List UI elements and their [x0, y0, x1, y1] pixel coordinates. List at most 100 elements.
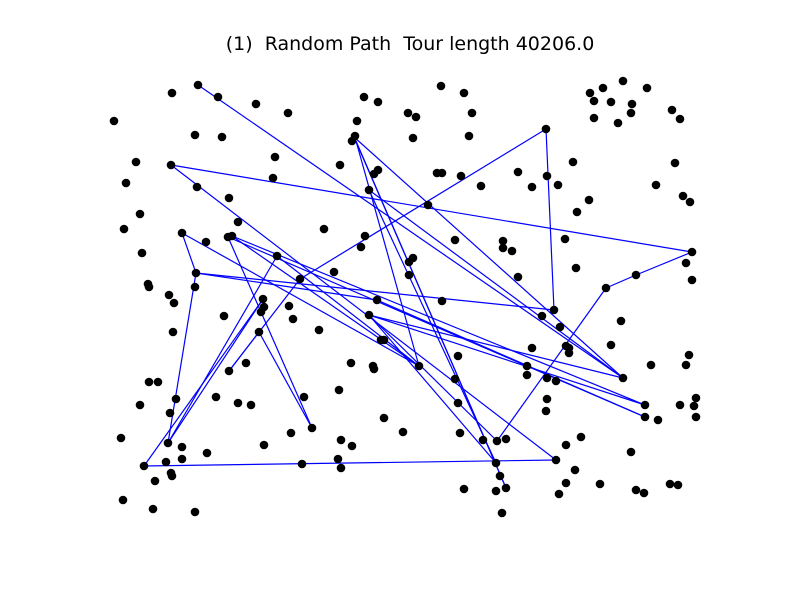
city-point: [555, 490, 564, 499]
tour-segment: [369, 190, 623, 378]
city-point: [353, 117, 362, 126]
city-point: [149, 505, 158, 514]
city-point: [191, 508, 200, 517]
city-point: [457, 172, 466, 181]
city-point: [496, 472, 505, 481]
city-point: [460, 89, 469, 98]
city-point: [666, 480, 675, 489]
city-point: [565, 349, 574, 358]
city-point: [607, 98, 616, 107]
city-point: [492, 459, 501, 468]
city-point: [162, 458, 171, 467]
city-point: [465, 132, 474, 141]
tour-segment: [356, 141, 419, 366]
city-point: [287, 429, 296, 438]
city-point: [543, 395, 552, 404]
city-point: [454, 399, 463, 408]
city-point: [285, 302, 294, 311]
tour-segment: [168, 256, 277, 443]
city-point: [192, 269, 201, 278]
city-point: [468, 109, 477, 118]
city-point: [561, 235, 570, 244]
tour-segment: [369, 190, 496, 463]
city-point: [136, 401, 145, 410]
city-point: [572, 264, 581, 273]
city-point: [552, 456, 561, 465]
city-point: [438, 169, 447, 178]
city-point: [370, 170, 379, 179]
tour-segment: [168, 299, 263, 443]
city-point: [619, 77, 628, 86]
city-point: [380, 336, 389, 345]
city-point: [573, 208, 582, 217]
city-point: [191, 131, 200, 140]
city-point: [168, 472, 177, 481]
city-point: [577, 433, 586, 442]
tour-segment: [259, 332, 312, 428]
city-point: [374, 98, 383, 107]
city-point: [412, 113, 421, 122]
city-point: [477, 182, 486, 191]
city-point: [117, 434, 126, 443]
city-point: [298, 460, 307, 469]
city-point: [528, 344, 537, 353]
city-point: [225, 367, 234, 376]
city-point: [542, 125, 551, 134]
city-point: [165, 291, 174, 300]
city-point: [671, 159, 680, 168]
city-point: [562, 479, 571, 488]
city-point: [692, 394, 701, 403]
city-point: [269, 174, 278, 183]
city-point: [628, 100, 637, 109]
city-point: [514, 168, 523, 177]
city-point: [170, 299, 179, 308]
city-point: [218, 133, 227, 142]
city-point: [220, 312, 229, 321]
city-point: [590, 114, 599, 123]
city-point: [617, 317, 626, 326]
city-point: [585, 196, 594, 205]
city-point: [348, 137, 357, 146]
city-point: [552, 377, 561, 386]
city-point: [334, 455, 343, 464]
city-point: [543, 172, 552, 181]
tour-segment: [168, 273, 196, 443]
city-point: [122, 179, 131, 188]
city-point: [224, 233, 233, 242]
city-point: [365, 311, 374, 320]
city-point: [451, 375, 460, 384]
city-point: [214, 93, 223, 102]
city-point: [460, 485, 469, 494]
city-point: [273, 252, 282, 261]
city-point: [178, 455, 187, 464]
city-point: [361, 232, 370, 241]
city-point: [347, 359, 356, 368]
city-point: [437, 82, 446, 91]
city-point: [154, 378, 163, 387]
city-point: [257, 308, 266, 317]
city-point: [234, 218, 243, 227]
city-point: [682, 361, 691, 370]
city-point: [399, 428, 408, 437]
city-point: [686, 198, 695, 207]
city-point: [692, 413, 701, 422]
city-point: [315, 326, 324, 335]
tour-segment: [354, 137, 623, 378]
city-point: [554, 181, 563, 190]
city-point: [271, 153, 280, 162]
city-point: [336, 161, 345, 170]
city-point: [119, 496, 128, 505]
city-point: [212, 393, 221, 402]
city-point: [424, 201, 433, 210]
city-point: [454, 352, 463, 361]
city-point: [168, 89, 177, 98]
city-point: [508, 247, 517, 256]
tour-segment: [277, 256, 419, 366]
city-point: [404, 109, 413, 118]
city-point: [234, 399, 243, 408]
city-point: [373, 296, 382, 305]
city-point: [647, 361, 656, 370]
city-point: [688, 248, 697, 257]
city-point: [498, 509, 507, 518]
